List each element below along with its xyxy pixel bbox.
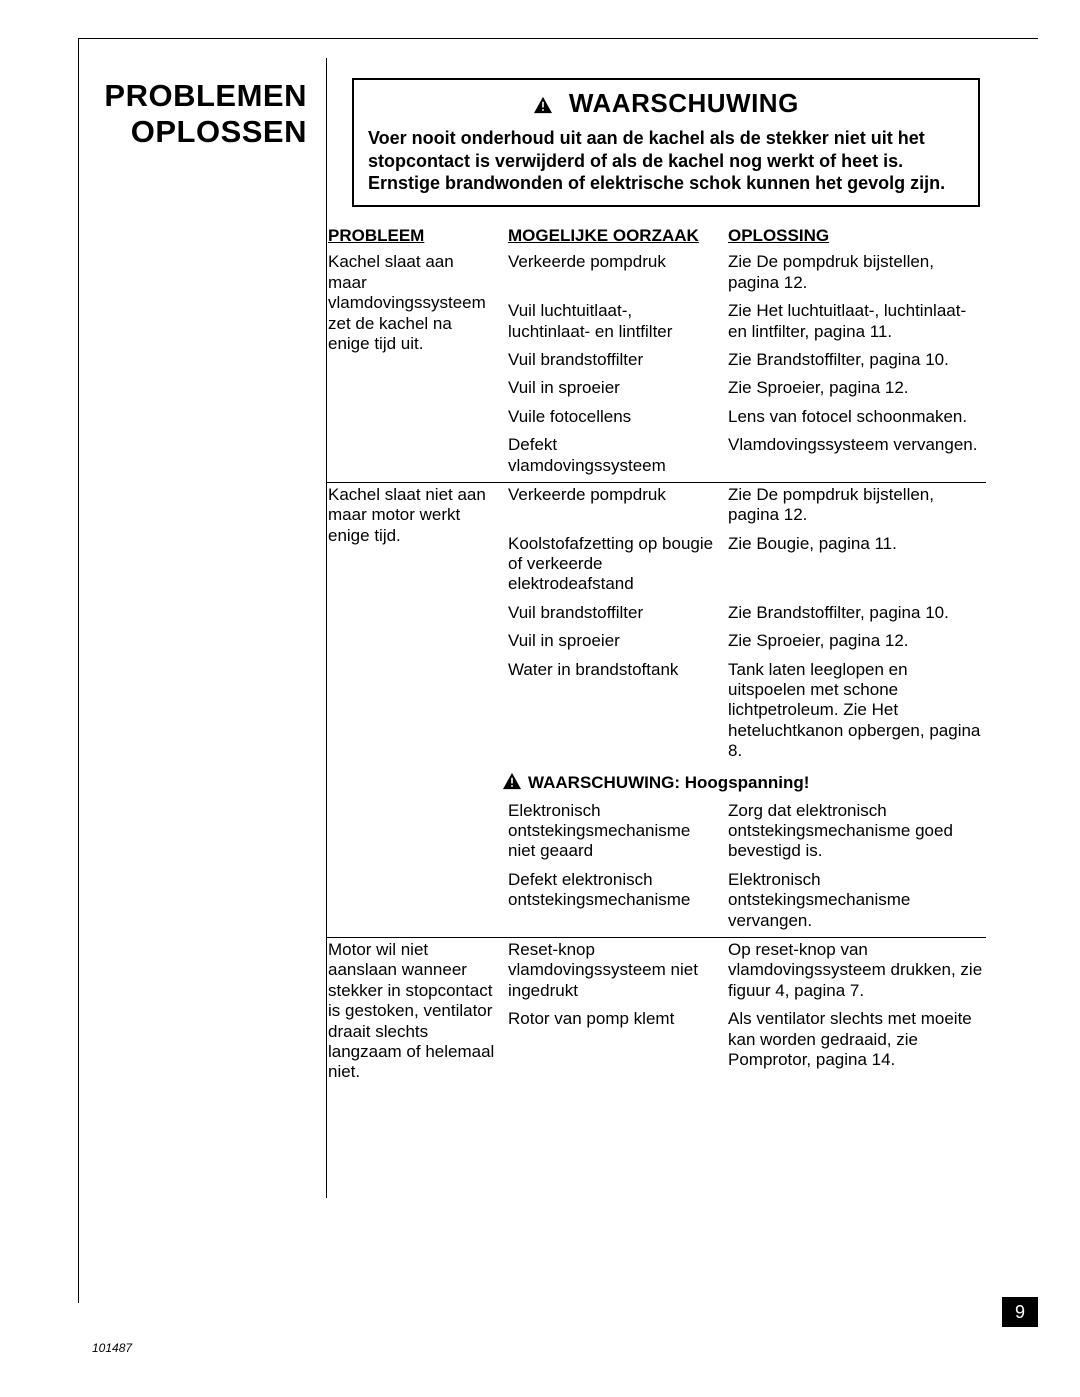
cause-cell: Vuil brandstoffilter bbox=[502, 350, 722, 370]
cause-cell: Verkeerde pompdruk bbox=[502, 252, 722, 293]
cause-solution-row: Verkeerde pompdrukZie De pompdruk bijste… bbox=[502, 252, 986, 293]
cause-solution-row: Koolstofafzetting op bougie of verkeerde… bbox=[502, 534, 986, 595]
footer-doc-id: 101487 bbox=[92, 1341, 132, 1355]
inline-warning-text: WAARSCHUWING: Hoogspanning! bbox=[528, 773, 809, 792]
cause-cell: Vuile fotocellens bbox=[502, 407, 722, 427]
cause-cell: Vuil luchtuitlaat-, luchtinlaat- en lint… bbox=[502, 301, 722, 342]
cause-cell: Verkeerde pompdruk bbox=[502, 485, 722, 526]
solution-cell: Zie Sproeier, pagina 12. bbox=[722, 631, 986, 651]
cause-solution-row: Vuil in sproeierZie Sproeier, pagina 12. bbox=[502, 378, 986, 398]
troubleshooting-table: PROBLEEM MOGELIJKE OORZAAK OPLOSSING Kac… bbox=[326, 226, 986, 1089]
cause-solution-row: Vuil brandstoffilterZie Brandstoffilter,… bbox=[502, 350, 986, 370]
cause-solution-row: Reset-knop vlamdovingssysteem niet inged… bbox=[502, 940, 986, 1001]
solution-cell: Zie Brandstoffilter, pagina 10. bbox=[722, 350, 986, 370]
problem-group: Motor wil niet aanslaan wanneer stekker … bbox=[326, 938, 986, 1089]
solution-cell: Elektronisch ontstekingsmechanisme verva… bbox=[722, 870, 986, 931]
section-title-line-2: OPLOSSEN bbox=[131, 114, 307, 149]
cause-solution-subtable: Verkeerde pompdrukZie De pompdruk bijste… bbox=[502, 252, 986, 476]
cause-solution-subtable: Verkeerde pompdrukZie De pompdruk bijste… bbox=[502, 485, 986, 931]
solution-cell: Zie Het luchtuitlaat-, luchtinlaat- en l… bbox=[722, 301, 986, 342]
cause-solution-row: Defekt vlamdovingssysteemVlamdovingssyst… bbox=[502, 435, 986, 476]
cause-cell: Vuil in sproeier bbox=[502, 631, 722, 651]
problem-cell: Kachel slaat aan maar vlamdovingssysteem… bbox=[326, 252, 502, 476]
warning-icon bbox=[533, 90, 553, 121]
cause-solution-subtable: Reset-knop vlamdovingssysteem niet inged… bbox=[502, 940, 986, 1083]
cause-cell: Vuil brandstoffilter bbox=[502, 603, 722, 623]
solution-cell: Zie De pompdruk bijstellen, pagina 12. bbox=[722, 485, 986, 526]
table-header-row: PROBLEEM MOGELIJKE OORZAAK OPLOSSING bbox=[326, 226, 986, 250]
cause-cell: Defekt vlamdovingssysteem bbox=[502, 435, 722, 476]
problem-cell: Kachel slaat niet aan maar motor werkt e… bbox=[326, 485, 502, 931]
warning-box: WAARSCHUWING Voer nooit onderhoud uit aa… bbox=[352, 78, 980, 207]
problem-cell: Motor wil niet aanslaan wanneer stekker … bbox=[326, 940, 502, 1083]
cause-cell: Water in brandstoftank bbox=[502, 660, 722, 762]
page-number: 9 bbox=[1002, 1297, 1038, 1327]
cause-solution-row: Vuile fotocellensLens van fotocel schoon… bbox=[502, 407, 986, 427]
solution-cell: Lens van fotocel schoonmaken. bbox=[722, 407, 986, 427]
cause-cell: Elektronisch ontstekingsmechanisme niet … bbox=[502, 801, 722, 862]
solution-cell: Op reset-knop van vlamdovingssysteem dru… bbox=[722, 940, 986, 1001]
solution-cell: Zorg dat elektronisch ontstekingsmechani… bbox=[722, 801, 986, 862]
page: PROBLEMEN OPLOSSEN WAARSCHUWING Voer noo… bbox=[0, 0, 1080, 1397]
solution-cell: Zie Bougie, pagina 11. bbox=[722, 534, 986, 595]
warning-body: Voer nooit onderhoud uit aan de kachel a… bbox=[368, 127, 964, 195]
cause-cell: Vuil in sproeier bbox=[502, 378, 722, 398]
inline-warning: WAARSCHUWING: Hoogspanning! bbox=[502, 772, 986, 795]
warning-icon bbox=[502, 772, 522, 795]
header-cause: MOGELIJKE OORZAAK bbox=[502, 226, 722, 246]
solution-cell: Zie De pompdruk bijstellen, pagina 12. bbox=[722, 252, 986, 293]
cause-solution-row: Elektronisch ontstekingsmechanisme niet … bbox=[502, 801, 986, 862]
header-solution: OPLOSSING bbox=[722, 226, 986, 246]
cause-solution-row: Defekt elektronisch ontstekingsmechanism… bbox=[502, 870, 986, 931]
cause-cell: Defekt elektronisch ontstekingsmechanism… bbox=[502, 870, 722, 931]
cause-solution-row: Water in brandstoftankTank laten leeglop… bbox=[502, 660, 986, 762]
header-problem: PROBLEEM bbox=[326, 226, 502, 246]
solution-cell: Als ventilator slechts met moeite kan wo… bbox=[722, 1009, 986, 1070]
cause-solution-row: Vuil brandstoffilterZie Brandstoffilter,… bbox=[502, 603, 986, 623]
problem-group: Kachel slaat aan maar vlamdovingssysteem… bbox=[326, 250, 986, 483]
solution-cell: Vlamdovingssysteem vervangen. bbox=[722, 435, 986, 476]
cause-solution-row: Rotor van pomp klemtAls ventilator slech… bbox=[502, 1009, 986, 1070]
cause-solution-row: Verkeerde pompdrukZie De pompdruk bijste… bbox=[502, 485, 986, 526]
section-title-line-1: PROBLEMEN bbox=[104, 78, 307, 113]
cause-cell: Rotor van pomp klemt bbox=[502, 1009, 722, 1070]
warning-title: WAARSCHUWING bbox=[569, 88, 799, 118]
warning-header: WAARSCHUWING bbox=[368, 88, 964, 121]
cause-solution-row: Vuil in sproeierZie Sproeier, pagina 12. bbox=[502, 631, 986, 651]
solution-cell: Tank laten leeglopen en uitspoelen met s… bbox=[722, 660, 986, 762]
cause-cell: Reset-knop vlamdovingssysteem niet inged… bbox=[502, 940, 722, 1001]
section-title: PROBLEMEN OPLOSSEN bbox=[92, 78, 307, 149]
cause-cell: Koolstofafzetting op bougie of verkeerde… bbox=[502, 534, 722, 595]
problem-group: Kachel slaat niet aan maar motor werkt e… bbox=[326, 483, 986, 938]
solution-cell: Zie Sproeier, pagina 12. bbox=[722, 378, 986, 398]
cause-solution-row: Vuil luchtuitlaat-, luchtinlaat- en lint… bbox=[502, 301, 986, 342]
solution-cell: Zie Brandstoffilter, pagina 10. bbox=[722, 603, 986, 623]
